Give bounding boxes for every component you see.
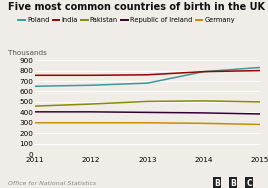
- Text: B: B: [230, 179, 236, 188]
- Text: Office for National Statistics: Office for National Statistics: [8, 181, 96, 186]
- Text: B: B: [214, 179, 220, 188]
- Legend: Poland, India, Pakistan, Republic of Ireland, Germany: Poland, India, Pakistan, Republic of Ire…: [16, 15, 237, 26]
- Text: Five most common countries of birth in the UK: Five most common countries of birth in t…: [8, 2, 265, 12]
- Text: C: C: [247, 179, 252, 188]
- Text: Thousands: Thousands: [8, 50, 47, 56]
